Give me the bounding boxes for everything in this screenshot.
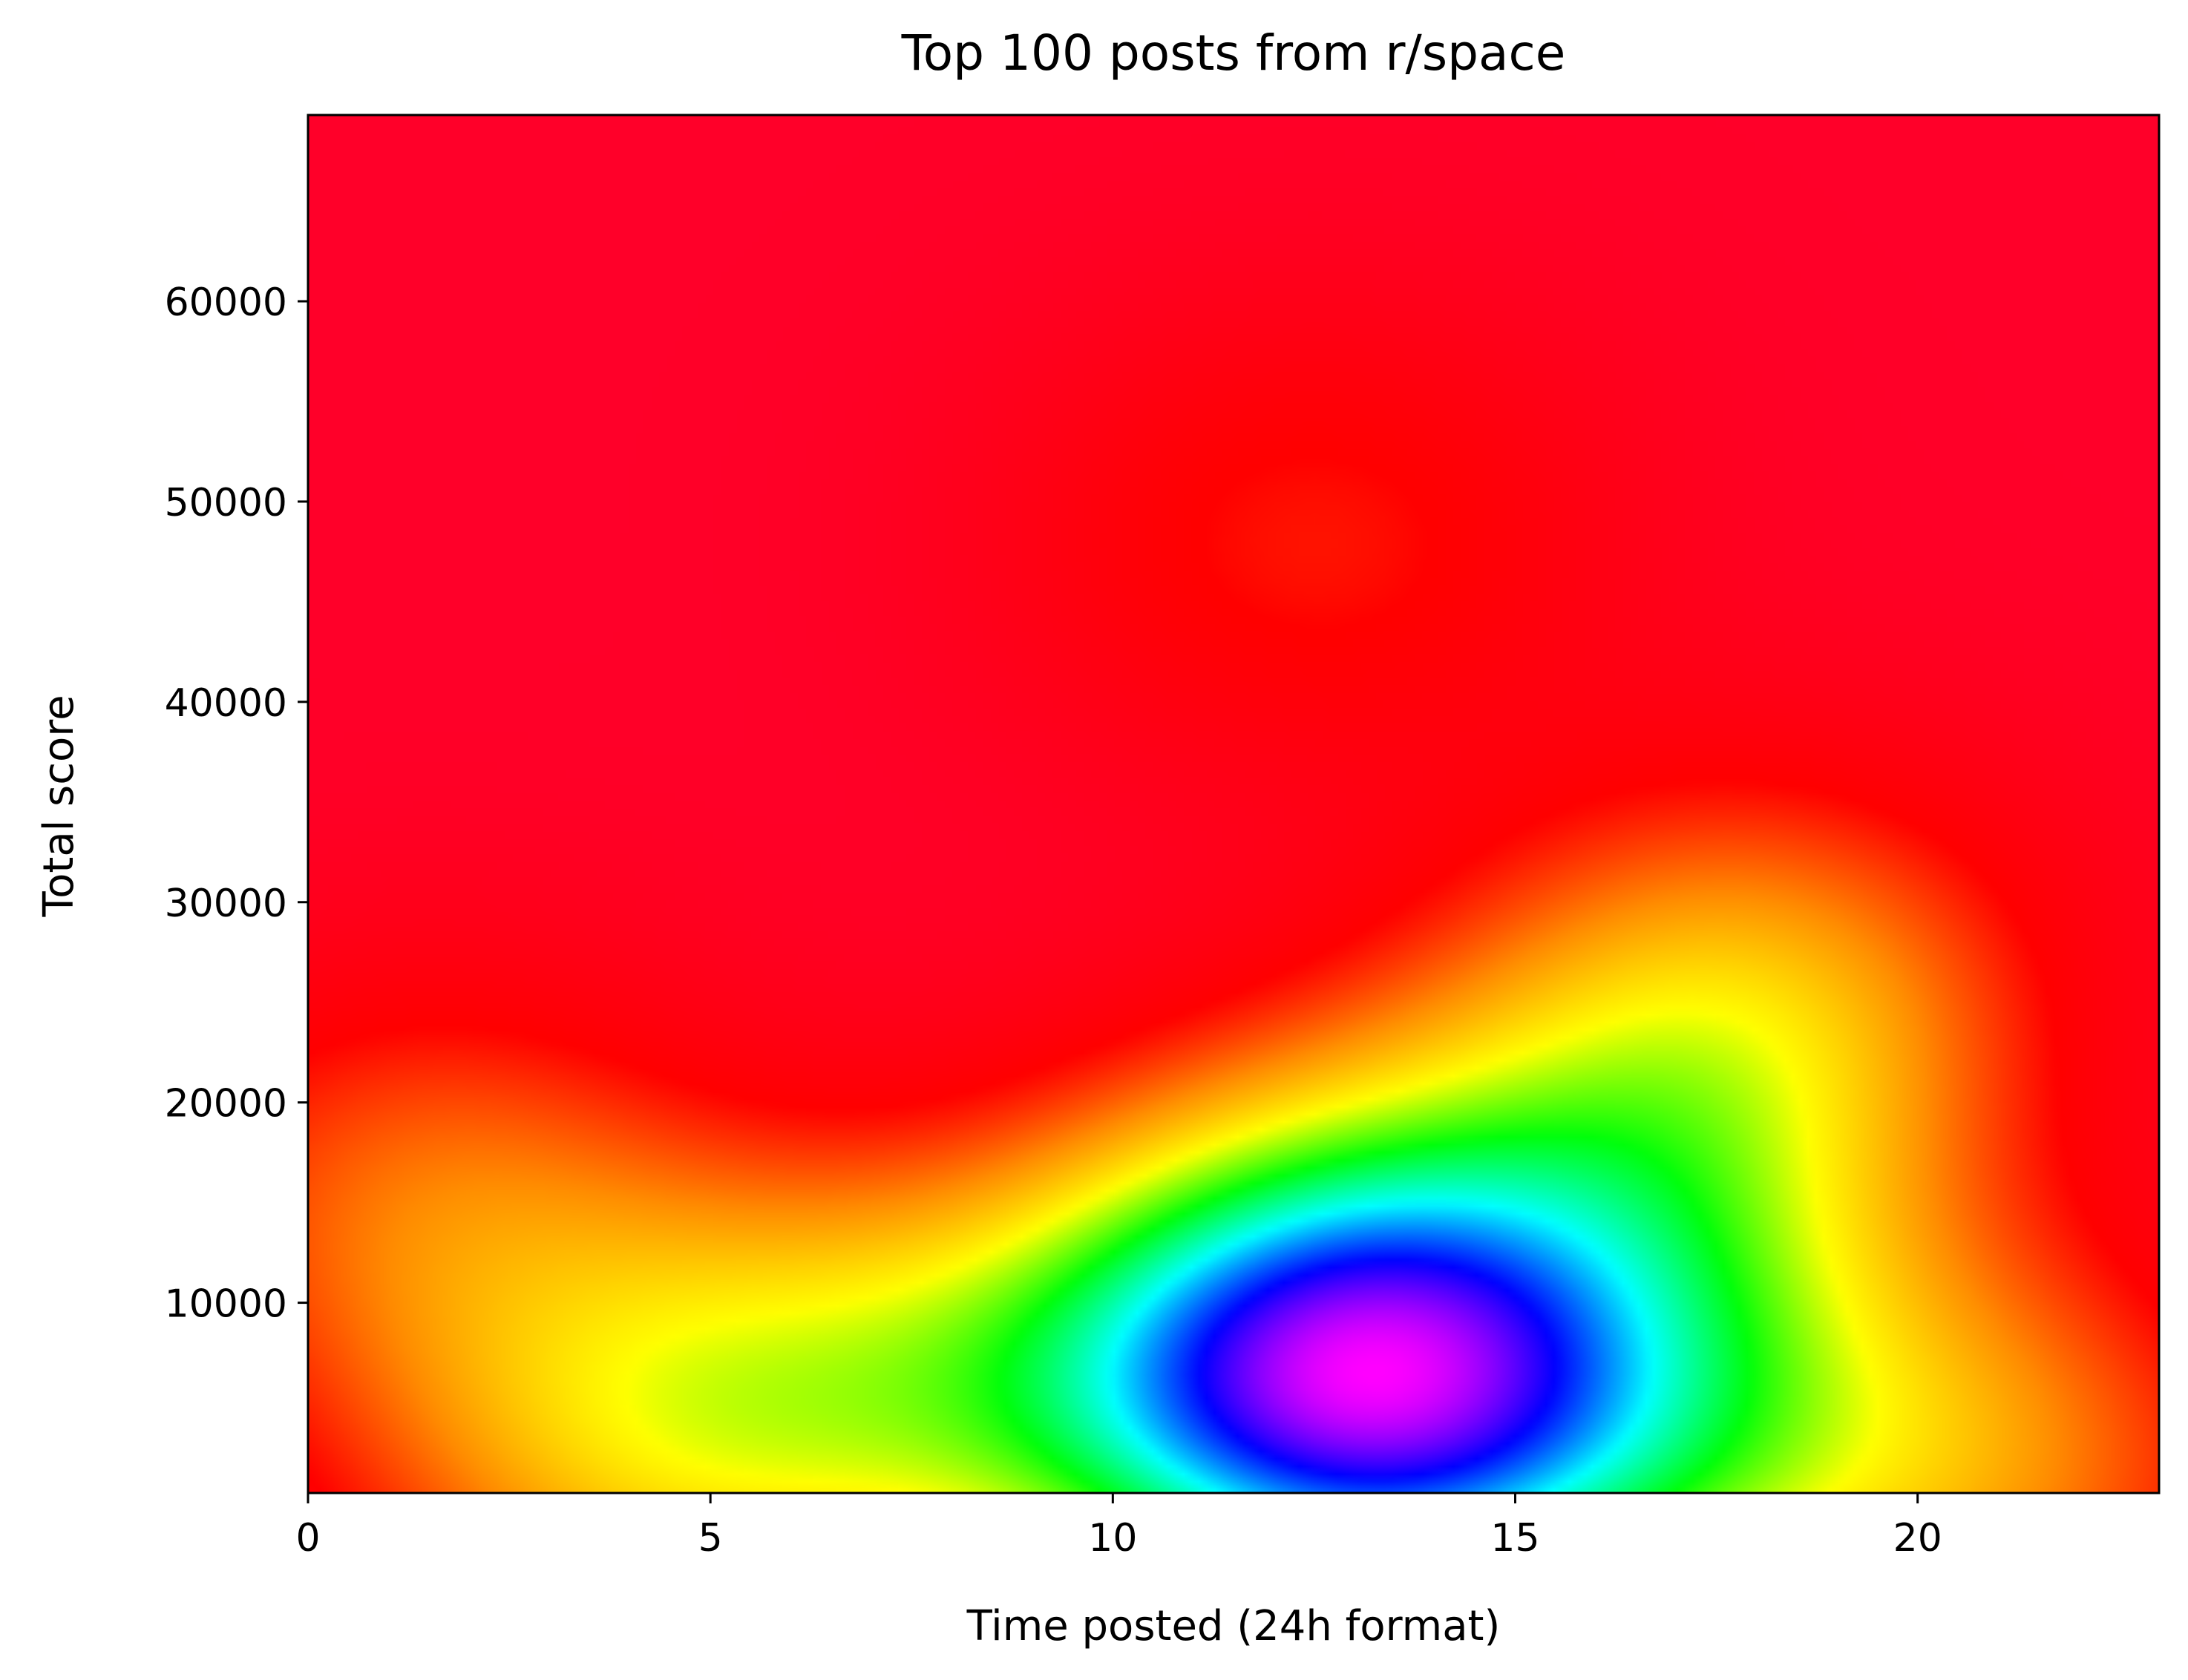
- x-tick-label: 5: [698, 1516, 723, 1561]
- heatmap-layer: [308, 115, 2159, 1493]
- x-axis-ticks: 0 5 10 15 20: [295, 1493, 1942, 1561]
- heatmap-image: [308, 115, 2159, 1493]
- x-tick-label: 10: [1088, 1516, 1137, 1561]
- chart-title: Top 100 posts from r/space: [901, 24, 1566, 82]
- x-tick-label: 15: [1490, 1516, 1539, 1561]
- x-tick-label: 20: [1893, 1516, 1942, 1561]
- y-tick-label: 10000: [165, 1282, 287, 1327]
- y-tick-label: 40000: [165, 681, 287, 726]
- x-tick-label: 0: [295, 1516, 320, 1561]
- y-tick-label: 30000: [165, 882, 287, 926]
- y-axis-ticks: 10000 20000 30000 40000 50000 60000: [165, 280, 308, 1327]
- y-tick-label: 20000: [165, 1082, 287, 1126]
- plot-frame: [307, 114, 2161, 1494]
- y-tick-label: 50000: [165, 481, 287, 525]
- y-tick-label: 60000: [165, 280, 287, 325]
- x-axis-label: Time posted (24h format): [966, 1602, 1501, 1650]
